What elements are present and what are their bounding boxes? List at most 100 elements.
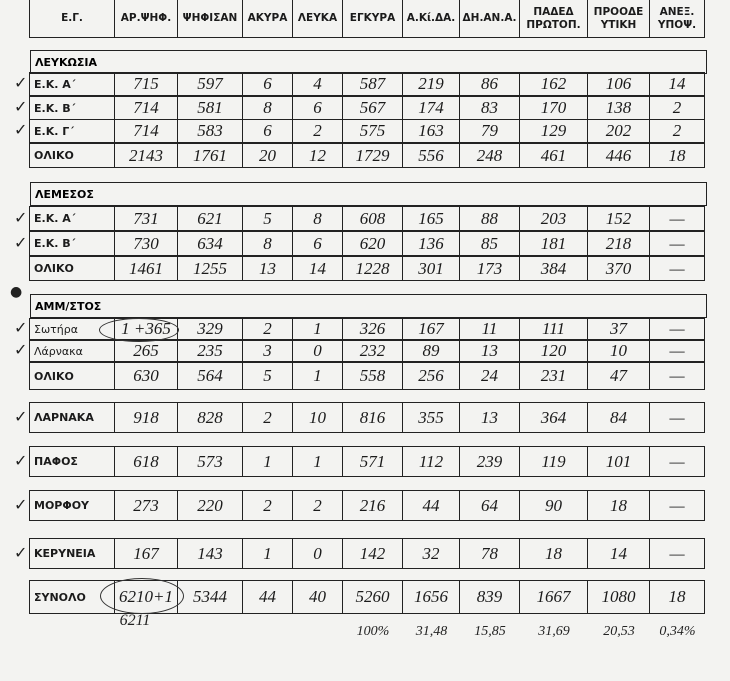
column-header: ΔΗ.ΑΝ.Α. [459,0,520,38]
cell-value: — [649,362,705,390]
cell-value: 620 [342,231,403,256]
cell-value: 1 [242,538,293,569]
table-row: ΟΛΙΚΟ 1461 1255 13 14 1228 301 173 384 370— [0,256,730,281]
column-header: ΛΕΥΚΑ [292,0,343,38]
check-mark: ✓ [14,340,28,359]
cell-value: 129 [519,119,588,143]
cell-value: 564 [177,362,243,390]
cell-value: 556 [402,143,460,168]
cell-value: 1 [242,446,293,477]
cell-value: 10 [587,340,650,362]
table-row: Ε.Κ. Α΄ 731 621 5 8 608 165 88 203 152— [0,206,730,231]
cell-value: 8 [242,231,293,256]
cell-value: 1 [292,362,343,390]
cell-value: 165 [402,206,460,231]
cell-value: 575 [342,119,403,143]
cell-value: 101 [587,446,650,477]
cell-value: 18 [587,490,650,521]
circle-annotation [100,578,184,614]
cell-value: 88 [459,206,520,231]
cell-value: 256 [402,362,460,390]
cell-value: 162 [519,72,588,96]
cell-value: 2 [649,96,705,120]
table-row: Ε.Κ. Γ΄ 714 583 6 2 575 163 79 129 202 2 [0,119,730,143]
cell-value: 355 [402,402,460,433]
cell-value: 0 [292,538,343,569]
row-label: Ε.Κ. Α΄ [29,72,115,96]
cell-value: 79 [459,119,520,143]
cell-value: 44 [242,580,293,614]
cell-value: 220 [177,490,243,521]
row-label: ΟΛΙΚΟ [29,143,115,168]
cell-value: 86 [459,72,520,96]
row-label: Ε.Κ. Β΄ [29,231,115,256]
cell-value: 152 [587,206,650,231]
cell-value: 85 [459,231,520,256]
column-header: ΑΝΕΞ. ΥΠΟΨ. [649,0,705,38]
cell-value: 219 [402,72,460,96]
table-row: Ε.Κ. Α΄ 715 597 6 4 587 219 86 162 106 14 [0,72,730,96]
check-mark: ✓ [14,318,28,337]
cell-value: 6 [292,96,343,120]
check-mark: ✓ [14,232,28,252]
cell-value: 47 [587,362,650,390]
percentage: 20,53 [603,624,635,639]
cell-value: 143 [177,538,243,569]
cell-value: 167 [114,538,178,569]
cell-value: 203 [519,206,588,231]
cell-value: 461 [519,143,588,168]
cell-value: 64 [459,490,520,521]
cell-value: 573 [177,446,243,477]
cell-value: 1228 [342,256,403,281]
cell-value: 301 [402,256,460,281]
cell-value: 918 [114,402,178,433]
cell-value: — [649,318,705,340]
cell-value: — [649,340,705,362]
cell-value: 816 [342,402,403,433]
cell-value: 715 [114,72,178,96]
table-row: ΚΕΡΥΝΕΙΑ 167 143 1 0 142 32 78 18 14— [0,538,730,569]
cell-value: 6 [292,231,343,256]
cell-value: 40 [292,580,343,614]
cell-value: 106 [587,72,650,96]
cell-value: 4 [292,72,343,96]
percentage: 15,85 [474,624,506,639]
table-row: Λάρνακα 265 235 3 0 232 89 13 120 10— [0,340,730,362]
cell-value: 18 [649,580,705,614]
cell-value: — [649,538,705,569]
cell-value: 608 [342,206,403,231]
cell-value: 714 [114,96,178,120]
cell-value: 828 [177,402,243,433]
cell-value: 12 [292,143,343,168]
cell-value: 839 [459,580,520,614]
cell-value: 142 [342,538,403,569]
section-title: ΛΕΜΕΣΟΣ [30,182,707,206]
cell-value: 1080 [587,580,650,614]
table-row: ΠΑΦΟΣ 618 573 1 1 571 112 239 119 101— [0,446,730,477]
row-label: Ε.Κ. Γ΄ [29,119,115,143]
table-row: Ε.Κ. Β΄ 714 581 8 6 567 174 83 170 138 2 [0,96,730,120]
cell-value: 6 [242,72,293,96]
cell-value: 587 [342,72,403,96]
cell-value: 181 [519,231,588,256]
check-mark: ✓ [14,120,28,139]
table-row: ΣΥΝΟΛΟ 6210+1 5344 44 40 5260 1656 839 1667 1080 1… [0,580,730,614]
cell-value: — [649,490,705,521]
cell-value: 1 [292,446,343,477]
section-title: ΛΕΥΚΩΣΙΑ [30,50,707,74]
cell-value: 364 [519,402,588,433]
cell-value: 8 [242,96,293,120]
cell-value: 248 [459,143,520,168]
percentage: 100% [356,624,390,639]
cell-value: 32 [402,538,460,569]
cell-value: 5 [242,362,293,390]
cell-value: 2 [649,119,705,143]
cell-value: 583 [177,119,243,143]
cell-value: 5 [242,206,293,231]
cell-value: 581 [177,96,243,120]
table-row: ΜΟΡΦΟΥ 273 220 2 2 216 44 64 90 18— [0,490,730,521]
cell-value: 83 [459,96,520,120]
cell-value: 730 [114,231,178,256]
